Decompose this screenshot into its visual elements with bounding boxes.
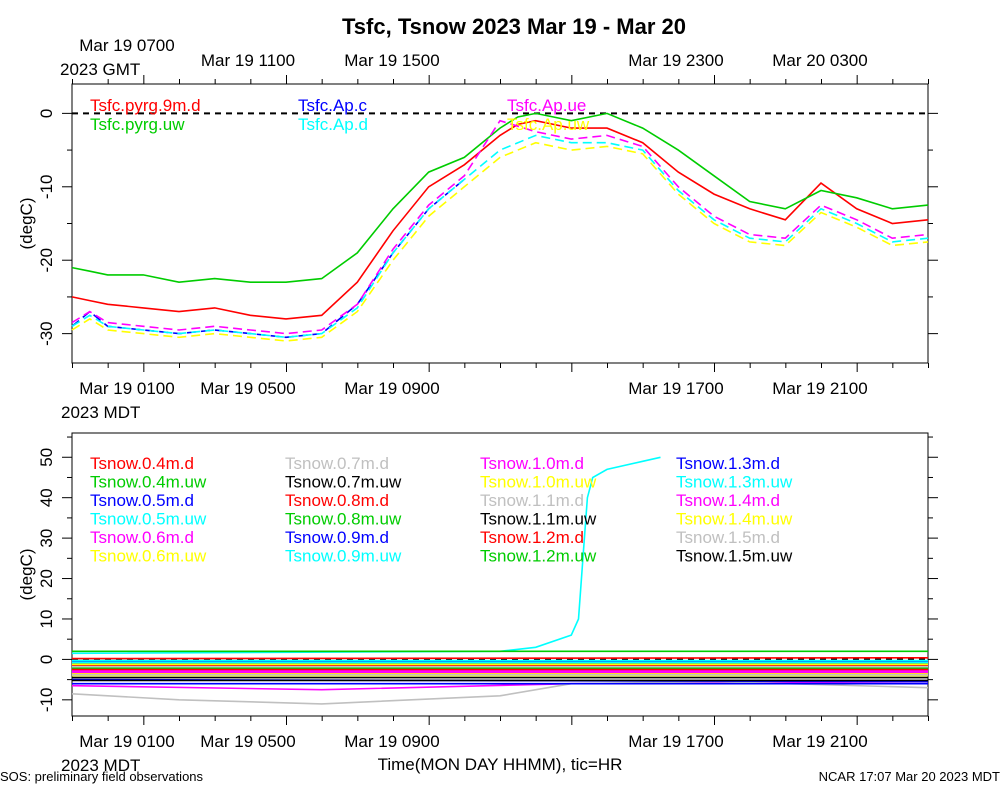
snow-temperature-panel: -10 0 10 20 30 40 50 (degC) Mar 19 0100 Mar 19 05… bbox=[17, 432, 938, 775]
footer-right-timestamp: NCAR 17:07 Mar 20 2023 MDT bbox=[819, 769, 1000, 784]
x-axis-title: Time(MON DAY HHMM), tic=HR bbox=[378, 755, 623, 774]
legend-entry: Tsnow.0.7m.d bbox=[285, 454, 389, 473]
x-tick-label: Mar 19 1700 bbox=[628, 379, 723, 398]
top-x-tick-label: Mar 19 0700 bbox=[79, 36, 174, 55]
series-line-tsfc-ap-uw bbox=[71, 141, 929, 342]
legend-entry: Tsnow.0.8m.uw bbox=[285, 510, 402, 529]
legend-entry: Tsnow.0.4m.d bbox=[90, 454, 194, 473]
x-tick-label: Mar 19 2100 bbox=[772, 732, 867, 751]
y-axis-title: (degC) bbox=[17, 198, 36, 250]
legend-entry: Tsnow.1.3m.d bbox=[676, 454, 780, 473]
y-tick-label: 10 bbox=[37, 610, 56, 629]
series-line-tsfc-pyrg-uw bbox=[71, 112, 929, 284]
legend-entry: Tsnow.0.9m.uw bbox=[285, 547, 402, 566]
legend-entry: Tsnow.0.9m.d bbox=[285, 528, 389, 547]
legend-entry: Tsnow.0.8m.d bbox=[285, 491, 389, 510]
legend-entry: Tsfc.Ap.c bbox=[298, 96, 367, 115]
legend-entry: Tsnow.1.3m.uw bbox=[676, 473, 793, 492]
legend-entry: Tsfc.pyrg.uw bbox=[90, 115, 185, 134]
legend-entry: Tsnow.0.6m.d bbox=[90, 528, 194, 547]
y-tick-label: -30 bbox=[37, 321, 56, 346]
plot-frame bbox=[71, 83, 929, 364]
x-tick-label: Mar 19 0100 bbox=[79, 379, 174, 398]
legend-entry: Tsnow.1.1m.uw bbox=[480, 510, 597, 529]
y-tick-label: -20 bbox=[37, 248, 56, 273]
legend-entry: Tsnow.1.5m.uw bbox=[676, 547, 793, 566]
top-x-tick-label: Mar 19 1100 bbox=[201, 51, 295, 70]
chart-title: Tsfc, Tsnow 2023 Mar 19 - Mar 20 bbox=[342, 14, 686, 39]
series-line-tsfc-ap-d bbox=[71, 134, 929, 339]
surface-temperature-panel: -30 -20 -10 0 (degC) Mar 19 0100 Mar 19 0500 Ma… bbox=[17, 36, 938, 422]
top-x-axis-timezone-label: 2023 GMT bbox=[60, 60, 140, 79]
y-tick-label: 0 bbox=[37, 655, 56, 664]
x-tick-label: Mar 19 2100 bbox=[772, 379, 867, 398]
y-tick-label: 30 bbox=[37, 529, 56, 548]
legend-entry: Tsfc.Ap.ue bbox=[507, 96, 586, 115]
legend-entry: Tsfc.pyrg.9m.d bbox=[90, 96, 201, 115]
y-tick-label: -10 bbox=[37, 688, 56, 713]
legend-entry: Tsnow.1.2m.d bbox=[480, 528, 584, 547]
top-x-tick-label: Mar 20 0300 bbox=[772, 51, 867, 70]
x-tick-label: Mar 19 1700 bbox=[628, 732, 723, 751]
series-line-tsfc-ap-c bbox=[71, 178, 465, 339]
top-x-tick-label: Mar 19 2300 bbox=[628, 51, 723, 70]
x-tick-label: Mar 19 0900 bbox=[344, 379, 439, 398]
x-tick-label: Mar 19 0900 bbox=[344, 732, 439, 751]
legend-entry: Tsnow.1.4m.d bbox=[676, 491, 780, 510]
y-tick-label: -10 bbox=[37, 175, 56, 200]
y-tick-label: 50 bbox=[37, 448, 56, 467]
legend-entry: Tsfc.Ap.uw bbox=[507, 115, 590, 134]
series-line-tsfc-pyrg-9m-d bbox=[71, 119, 929, 320]
legend-entry: Tsnow.0.6m.uw bbox=[90, 547, 207, 566]
legend-entry: Tsnow.0.7m.uw bbox=[285, 473, 402, 492]
legend-entry: Tsnow.1.2m.uw bbox=[480, 547, 597, 566]
series-line-tsnow-0-5m-uw bbox=[71, 456, 661, 655]
legend-entry: Tsnow.1.0m.d bbox=[480, 454, 584, 473]
legend-entry: Tsnow.1.4m.uw bbox=[676, 510, 793, 529]
legend-entry: Tsnow.1.1m.d bbox=[480, 491, 584, 510]
series-line-tsfc-ap-ue bbox=[71, 119, 929, 335]
x-tick-label: Mar 19 0100 bbox=[79, 732, 174, 751]
top-x-tick-label: Mar 19 1500 bbox=[344, 51, 439, 70]
series-line-tsnow-0-4m-d bbox=[71, 656, 929, 660]
footer-left-note: SOS: preliminary field observations bbox=[0, 769, 204, 784]
legend-entry: Tsnow.0.5m.d bbox=[90, 491, 194, 510]
x-tick-label: Mar 19 0500 bbox=[200, 379, 295, 398]
legend-entry: Tsnow.1.5m.d bbox=[676, 528, 780, 547]
legend-entry: Tsnow.0.4m.uw bbox=[90, 473, 207, 492]
y-tick-label: 0 bbox=[37, 109, 56, 118]
y-axis-title: (degC) bbox=[17, 549, 36, 601]
x-tick-label: Mar 19 0500 bbox=[200, 732, 295, 751]
x-axis-timezone-label: 2023 MDT bbox=[61, 403, 140, 422]
x-axis-timezone-label: 2023 MDT bbox=[61, 756, 140, 775]
legend-entry: Tsnow.0.5m.uw bbox=[90, 510, 207, 529]
y-tick-label: 20 bbox=[37, 569, 56, 588]
legend-entry: Tsfc.Ap.d bbox=[298, 115, 368, 134]
legend-entry: Tsnow.1.0m.uw bbox=[480, 473, 597, 492]
series-line-tsnow-0-6m-d bbox=[71, 680, 929, 691]
y-tick-label: 40 bbox=[37, 488, 56, 507]
